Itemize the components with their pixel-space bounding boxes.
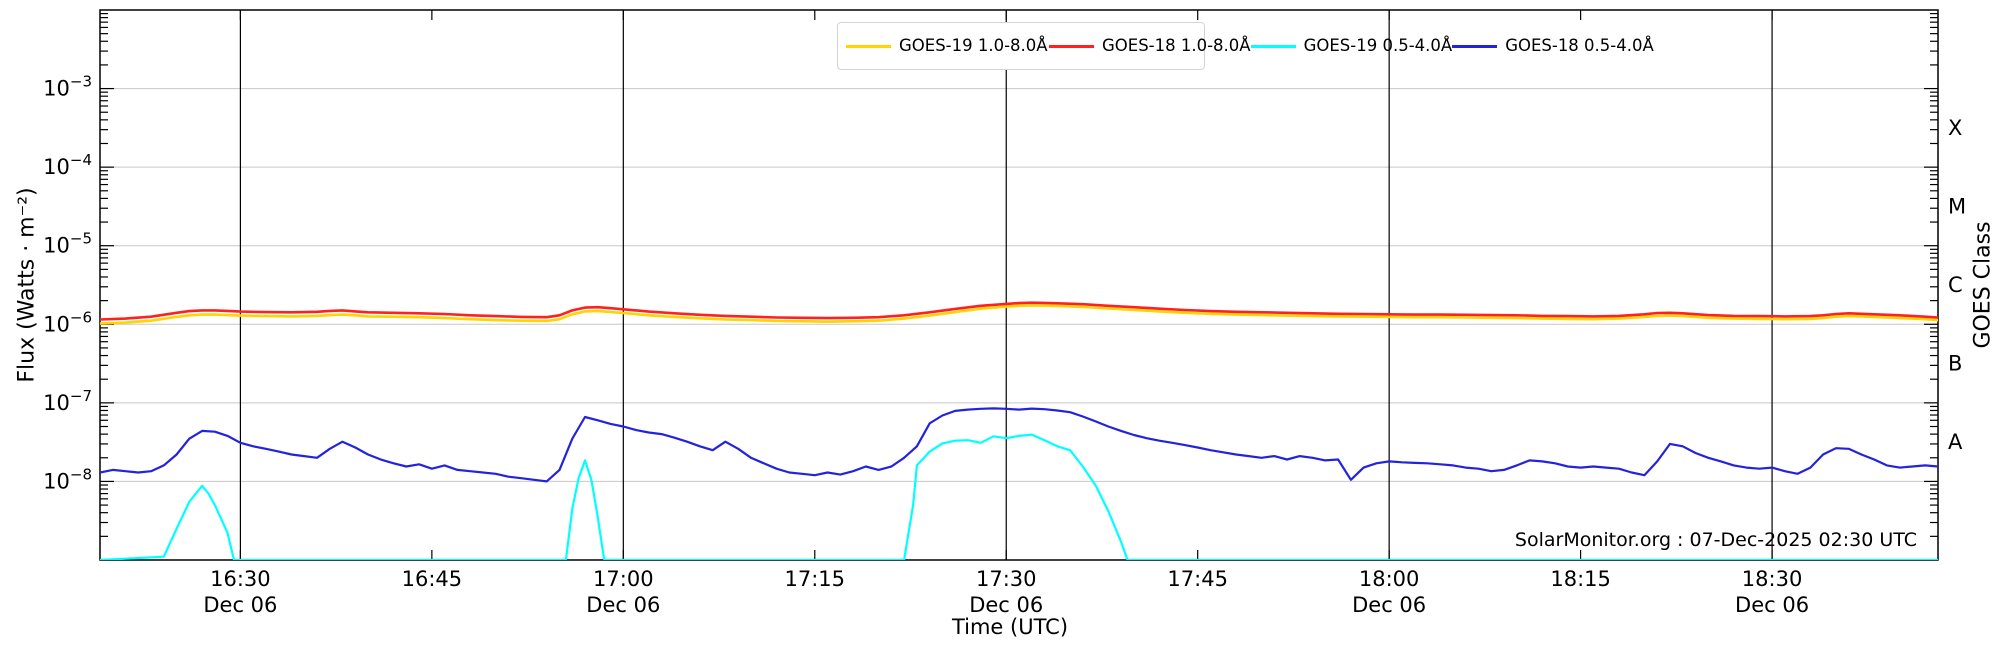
legend-label-goes18-long: GOES-18 1.0-8.0Å <box>1102 36 1251 55</box>
y-tick-label-1e-7: 10−7 <box>43 387 92 415</box>
legend-label-goes18-short: GOES-18 0.5-4.0Å <box>1505 36 1654 55</box>
y-tick-label-1e-3: 10−3 <box>43 73 92 101</box>
goes-class-letter-c: C <box>1948 273 1963 297</box>
x-tick-sublabel-1630: Dec 06 <box>203 593 277 617</box>
solarmonitor-credit-text: SolarMonitor.org : 07-Dec-2025 02:30 UTC <box>1514 529 1917 551</box>
x-tick-sublabel-1700: Dec 06 <box>586 593 660 617</box>
x-tick-label-1830: 18:30 <box>1742 567 1803 591</box>
x-tick-label-1800: 18:00 <box>1359 567 1420 591</box>
x-tick-sublabel-1800: Dec 06 <box>1352 593 1426 617</box>
x-tick-label-1700: 17:00 <box>593 567 654 591</box>
x-tick-label-1745: 17:45 <box>1167 567 1228 591</box>
horizontal-gridlines <box>100 88 1938 482</box>
legend-item-goes19-long: GOES-19 1.0-8.0Å <box>846 36 1049 56</box>
legend-item-goes18-long: GOES-18 1.0-8.0Å <box>1049 36 1251 56</box>
x-tick-label-1815: 18:15 <box>1550 567 1611 591</box>
legend-item-goes19-short: GOES-19 0.5-4.0Å <box>1250 36 1453 56</box>
legend-label-goes19-short: GOES-19 0.5-4.0Å <box>1303 36 1453 55</box>
y-tick-label-1e-6: 10−6 <box>43 308 92 336</box>
x-tick-sublabel-1830: Dec 06 <box>1735 593 1809 617</box>
goes-class-letter-b: B <box>1948 352 1962 376</box>
axis-ticks <box>100 10 1938 560</box>
y-tick-label-1e-8: 10−8 <box>43 465 92 493</box>
y-axis-label-left: Flux (Watts · m⁻²) <box>14 187 40 383</box>
x-tick-label-1730: 17:30 <box>976 567 1037 591</box>
legend-swatch-goes19-short <box>1250 44 1296 48</box>
legend-swatch-goes19-long <box>846 44 891 48</box>
x-axis-label: Time (UTC) <box>951 615 1069 639</box>
series-goes-19-0-5-4-0-line <box>100 433 1938 560</box>
x-tick-label-1645: 16:45 <box>402 567 463 591</box>
series-goes-18-0-5-4-0-line <box>100 407 1938 483</box>
vertical-gridlines <box>239 10 1773 560</box>
series-goes-18-1-0-8-0-line <box>100 301 1938 321</box>
legend: GOES-19 1.0-8.0Å GOES-18 1.0-8.0Å GOES-1… <box>837 22 1654 70</box>
legend-swatch-goes18-long <box>1049 44 1094 48</box>
legend-item-goes18-short: GOES-18 0.5-4.0Å <box>1452 36 1654 56</box>
legend-swatch-goes18-short <box>1452 44 1498 48</box>
x-tick-sublabel-1730: Dec 06 <box>969 593 1043 617</box>
goes-class-letter-a: A <box>1948 430 1963 454</box>
goes-class-letter-m: M <box>1948 194 1966 218</box>
legend-label-goes19-long: GOES-19 1.0-8.0Å <box>899 36 1048 55</box>
plot-border <box>99 9 1939 561</box>
y-tick-label-1e-5: 10−5 <box>43 230 92 258</box>
x-tick-label-1630: 16:30 <box>210 567 271 591</box>
goes-class-letters: X M C B A <box>1948 116 1966 454</box>
series-goes-19-1-0-8-0-line <box>100 304 1938 325</box>
y-tick-labels: 10−3 10−4 10−5 10−6 10−7 10−8 <box>43 73 92 494</box>
goes-class-letter-x: X <box>1948 116 1962 140</box>
series-lines <box>100 301 1938 560</box>
y-axis-label-right: GOES Class <box>1970 221 1996 349</box>
y-tick-label-1e-4: 10−4 <box>43 151 92 179</box>
x-tick-label-1715: 17:15 <box>785 567 846 591</box>
